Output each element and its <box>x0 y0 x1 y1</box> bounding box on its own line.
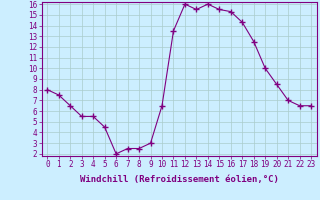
X-axis label: Windchill (Refroidissement éolien,°C): Windchill (Refroidissement éolien,°C) <box>80 175 279 184</box>
